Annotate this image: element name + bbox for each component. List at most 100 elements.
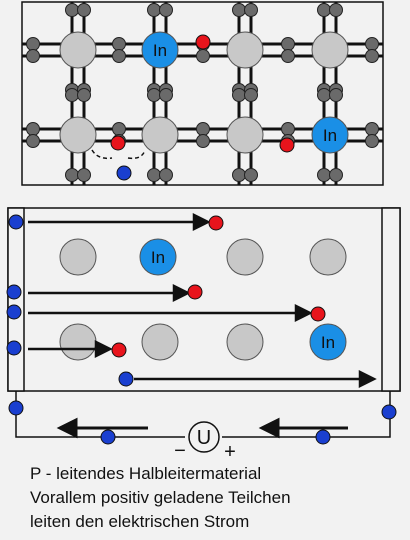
bond-electron xyxy=(281,122,295,136)
hole xyxy=(279,137,295,153)
caption-line-3: leiten den elektrischen Strom xyxy=(30,512,250,531)
broken-bond xyxy=(91,149,113,160)
indium-label: In xyxy=(153,41,167,60)
bond-electron xyxy=(26,134,40,148)
bond-electron xyxy=(26,122,40,136)
bond-electron xyxy=(329,168,343,182)
caption-line-2: Vorallem positiv geladene Teilchen xyxy=(30,488,291,507)
electron xyxy=(8,214,24,230)
indium-label: In xyxy=(151,248,165,267)
bond-electron xyxy=(112,122,126,136)
bond-electron xyxy=(147,3,161,17)
bond-electron xyxy=(112,49,126,63)
electron xyxy=(6,304,22,320)
atom xyxy=(226,323,264,361)
bond-electron xyxy=(281,37,295,51)
caption-line-1: P - leitendes Halbleitermaterial xyxy=(30,464,262,483)
indium-atom xyxy=(309,323,347,361)
bond-electron xyxy=(159,3,173,17)
electron xyxy=(6,340,22,356)
bond-electron xyxy=(281,49,295,63)
bond-electron xyxy=(365,122,379,136)
electron-flow-arrows xyxy=(56,417,348,439)
atom xyxy=(141,323,179,361)
bond-electron xyxy=(365,37,379,51)
bond-electron xyxy=(365,49,379,63)
current-arrows xyxy=(28,212,377,389)
bond-electron xyxy=(77,168,91,182)
bond-electron xyxy=(77,88,91,102)
broken-bond xyxy=(127,149,146,160)
atom xyxy=(59,31,97,69)
atom xyxy=(226,116,264,154)
bond-electron xyxy=(317,3,331,17)
indium-atom xyxy=(141,31,179,69)
bond-electron xyxy=(244,168,258,182)
free-electron xyxy=(116,165,132,181)
voltage-label: U xyxy=(197,427,211,449)
hole xyxy=(110,135,126,151)
left-electrode xyxy=(7,207,25,392)
electron xyxy=(8,400,24,416)
bond-electron xyxy=(77,3,91,17)
bond-electron xyxy=(147,88,161,102)
bond-electron xyxy=(196,122,210,136)
indium-atom xyxy=(311,116,349,154)
hole xyxy=(195,34,211,50)
bond-electrons xyxy=(26,3,379,182)
voltage-source xyxy=(188,421,220,453)
bond-electron xyxy=(196,49,210,63)
bond-electron xyxy=(112,37,126,51)
atom xyxy=(226,238,264,276)
bond-electron xyxy=(244,3,258,17)
electron xyxy=(381,404,397,420)
bond-electron xyxy=(147,168,161,182)
bond-electron xyxy=(317,168,331,182)
bond-electron xyxy=(232,88,246,102)
semiconductor-block: In In xyxy=(6,207,401,392)
electron xyxy=(118,371,134,387)
bond-electron xyxy=(26,37,40,51)
bond-electron xyxy=(196,134,210,148)
bond-electron xyxy=(159,88,173,102)
atom xyxy=(59,116,97,154)
bond-electron xyxy=(65,88,79,102)
atom xyxy=(59,238,97,276)
hole xyxy=(187,284,203,300)
hole xyxy=(111,342,127,358)
crystal-lattice: In In xyxy=(21,1,384,186)
minus-sign: − xyxy=(174,440,186,462)
bond-electron xyxy=(65,168,79,182)
bond-electron xyxy=(232,168,246,182)
bond-electron xyxy=(329,88,343,102)
lattice-atoms: In In xyxy=(59,31,349,154)
atom xyxy=(141,116,179,154)
bond-electron xyxy=(159,168,173,182)
bond-electron xyxy=(65,3,79,17)
indium-atom xyxy=(139,238,177,276)
atom xyxy=(309,238,347,276)
bond-electron xyxy=(317,88,331,102)
bond-electron xyxy=(26,49,40,63)
atom xyxy=(59,323,97,361)
electron xyxy=(6,284,22,300)
electron xyxy=(315,429,331,445)
block-frame xyxy=(7,207,401,392)
wire xyxy=(222,398,391,438)
hole xyxy=(208,215,224,231)
wire xyxy=(15,398,185,438)
external-circuit: U − + xyxy=(8,391,397,463)
indium-label: In xyxy=(321,333,335,352)
atom xyxy=(226,31,264,69)
bond-electron xyxy=(244,88,258,102)
bond-electron xyxy=(365,134,379,148)
bond-electron xyxy=(329,3,343,17)
atom xyxy=(311,31,349,69)
indium-label: In xyxy=(323,126,337,145)
bond-electron xyxy=(232,3,246,17)
right-electrode xyxy=(381,207,401,392)
hole xyxy=(310,306,326,322)
electron xyxy=(100,429,116,445)
plus-sign: + xyxy=(224,441,236,463)
